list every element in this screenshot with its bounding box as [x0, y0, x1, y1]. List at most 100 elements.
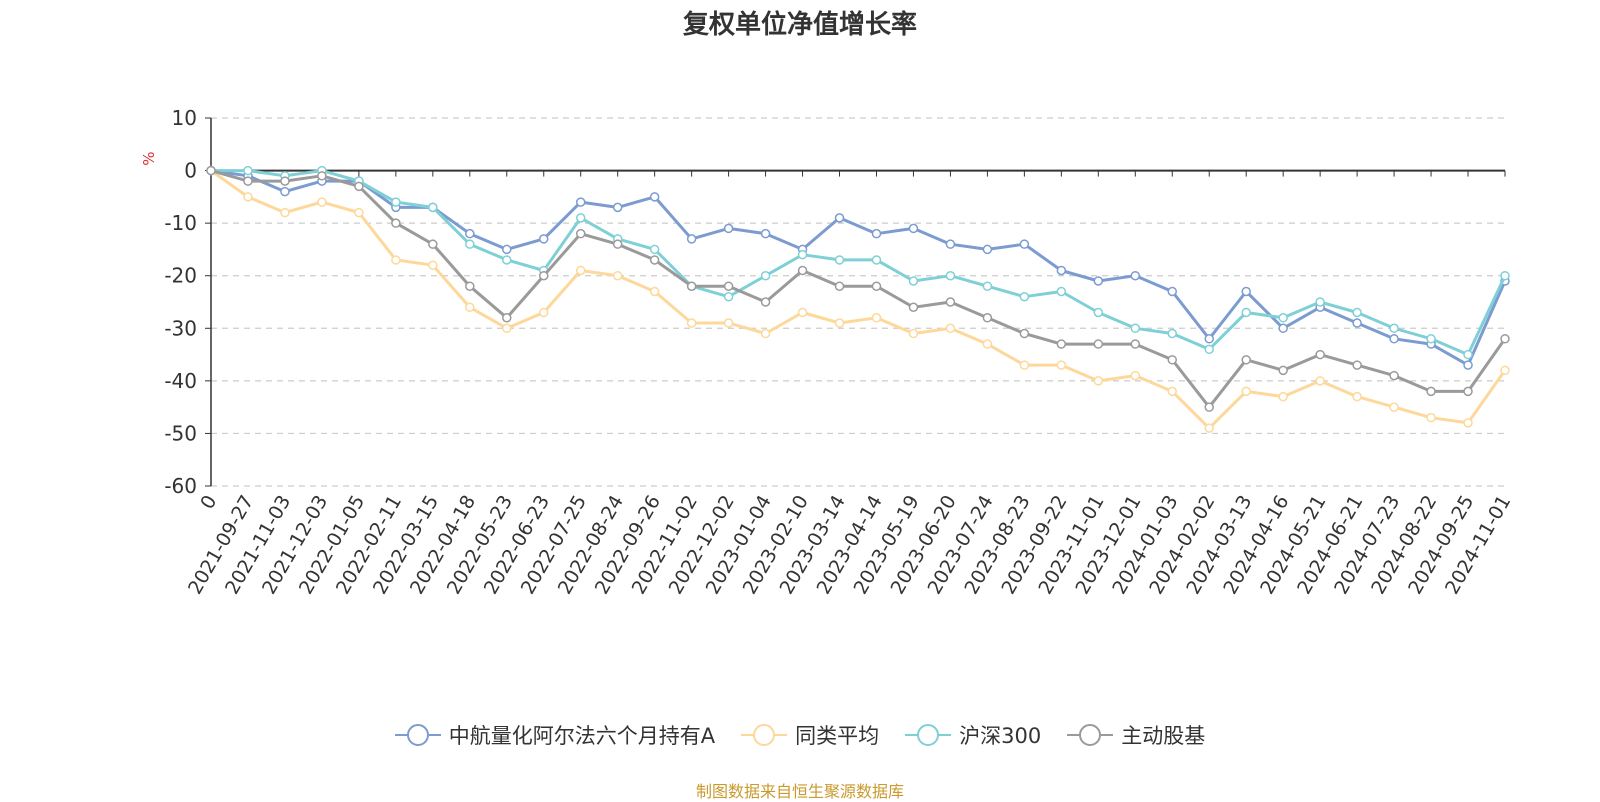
series-point-0: [760, 228, 771, 239]
legend-item-series-0[interactable]: 中航量化阿尔法六个月持有A: [394, 720, 716, 750]
series-point-2: [428, 202, 438, 213]
series-point-2: [1167, 328, 1178, 339]
series-point-1: [1315, 376, 1325, 386]
series-point-1: [1389, 402, 1399, 412]
legend-label: 中航量化阿尔法六个月持有A: [448, 724, 716, 748]
series-point-2: [1389, 323, 1399, 334]
legend-line-circle-icon: [905, 723, 952, 747]
series-point-0: [1130, 270, 1141, 281]
source-note: 制图数据来自恒生聚源数据库: [695, 782, 904, 801]
series-point-3: [982, 313, 993, 323]
series-point-0: [686, 234, 697, 244]
series-point-1: [280, 207, 290, 218]
series-point-3: [428, 239, 438, 249]
series-point-2: [502, 255, 512, 265]
series-point-2: [1352, 307, 1362, 318]
series-point-0: [502, 244, 512, 255]
series-point-1: [1204, 423, 1214, 433]
series-point-3: [502, 313, 512, 323]
y-tick-label: -40: [164, 369, 197, 393]
series-point-1: [945, 323, 956, 334]
legend-item-series-3[interactable]: 主动股基: [1067, 720, 1205, 750]
series-point-3: [612, 239, 623, 249]
series-point-3: [1204, 402, 1214, 412]
series-point-1: [354, 207, 364, 218]
series-point-1: [1463, 418, 1473, 428]
series-point-0: [1056, 265, 1067, 276]
series-point-0: [538, 234, 549, 244]
series-point-3: [1056, 339, 1067, 349]
series-point-3: [1130, 339, 1141, 349]
series-point-1: [1278, 391, 1288, 402]
series-point-1: [243, 192, 253, 202]
series-point-1: [428, 260, 438, 270]
series-point-1: [649, 286, 660, 297]
series-point-2: [1278, 313, 1288, 323]
series-point-1: [538, 307, 549, 318]
series-point-0: [575, 197, 586, 207]
series-point-3: [1019, 328, 1030, 339]
legend-item-series-1[interactable]: 同类平均: [741, 720, 879, 750]
series-point-1: [1167, 386, 1178, 397]
series-point-0: [1019, 239, 1030, 249]
series-point-3: [871, 281, 882, 291]
series-point-0: [723, 223, 734, 234]
series-point-0: [1204, 334, 1214, 344]
series-point-0: [465, 228, 475, 239]
y-axis-title: %: [140, 151, 158, 165]
series-point-1: [575, 265, 586, 276]
series-point-3: [1241, 355, 1251, 365]
series-point-1: [465, 302, 475, 313]
series-point-0: [1352, 318, 1362, 328]
x-tick-label: 0: [196, 492, 221, 513]
series-point-2: [908, 276, 919, 286]
grid-lines: [211, 117, 1505, 487]
series-point-3: [1389, 370, 1399, 381]
series-point-2: [982, 281, 993, 291]
series-point-1: [1130, 370, 1141, 381]
series-point-2: [760, 270, 771, 281]
series-point-2: [1426, 334, 1436, 344]
legend-label: 主动股基: [1121, 724, 1206, 748]
series-point-3: [243, 176, 253, 186]
y-tick-label: -60: [164, 474, 197, 498]
legend-label: 沪深300: [959, 724, 1042, 748]
series-point-3: [649, 255, 660, 265]
series-point-2: [1463, 349, 1473, 360]
series-point-2: [1019, 291, 1030, 302]
series-point-2: [1315, 297, 1325, 307]
series-point-0: [982, 244, 993, 255]
series-point-3: [908, 302, 919, 313]
y-tick-label: 10: [172, 106, 197, 130]
series-point-2: [1056, 286, 1067, 297]
series-point-2: [871, 255, 882, 265]
series-point-3: [538, 270, 549, 281]
series-point-3: [760, 297, 771, 307]
series-point-2: [243, 165, 253, 176]
series-point-3: [1278, 365, 1288, 376]
series-point-2: [945, 270, 956, 281]
series-point-1: [686, 318, 697, 328]
series-point-1: [834, 318, 845, 328]
series-point-0: [945, 239, 956, 249]
series-point-3: [797, 265, 808, 276]
series-point-3: [1500, 334, 1510, 344]
series-point-2: [723, 291, 734, 302]
series-point-2: [1130, 323, 1141, 334]
series-point-1: [502, 323, 512, 334]
series-point-3: [575, 228, 586, 239]
series-point-1: [797, 307, 808, 318]
series-point-2: [1500, 270, 1510, 281]
series-point-3: [834, 281, 845, 291]
series-point-1: [760, 328, 771, 339]
series-point-0: [908, 223, 919, 234]
series-point-1: [1352, 391, 1362, 402]
series-point-3: [1315, 349, 1325, 360]
series-point-3: [391, 218, 401, 228]
series-point-3: [1167, 355, 1178, 365]
series-point-3: [280, 176, 290, 186]
series-point-1: [723, 318, 734, 328]
series-point-1: [871, 313, 882, 323]
legend-item-series-2[interactable]: 沪深300: [905, 720, 1041, 750]
